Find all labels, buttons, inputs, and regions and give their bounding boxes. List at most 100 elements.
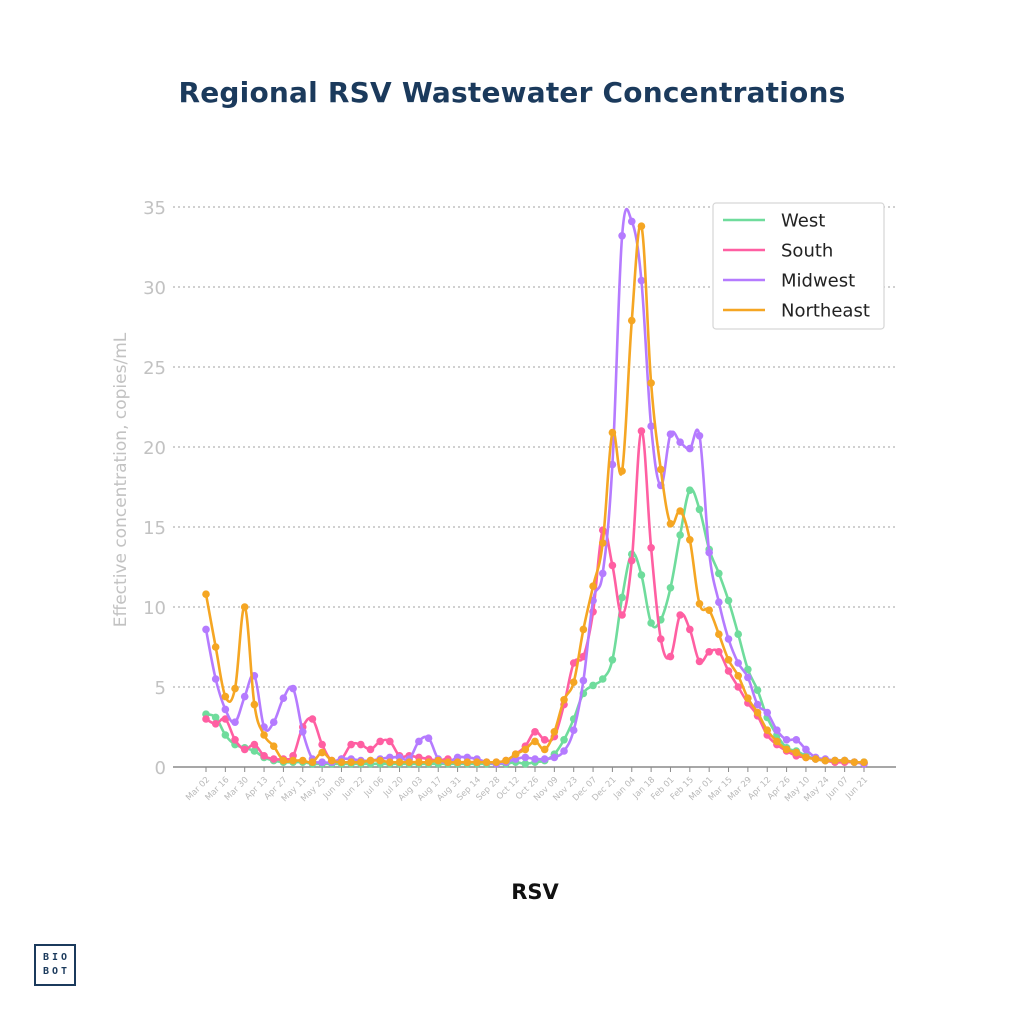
data-point-south	[531, 728, 539, 736]
data-point-northeast	[463, 758, 472, 766]
chart-subtitle: RSV	[511, 880, 559, 904]
y-axis: 0 5 10 15 20 25 30 35	[143, 198, 166, 779]
data-point-northeast	[395, 758, 404, 766]
data-point-northeast	[831, 756, 839, 765]
y-tick-label: 35	[143, 198, 166, 219]
data-point-midwest	[724, 635, 733, 643]
data-point-northeast	[250, 700, 259, 709]
legend-label-midwest: Midwest	[781, 271, 855, 292]
data-point-west	[715, 569, 723, 578]
data-point-northeast	[434, 756, 443, 765]
data-point-northeast	[656, 465, 665, 474]
data-point-midwest	[531, 755, 539, 763]
legend-label-west: West	[781, 211, 825, 232]
data-point-midwest	[240, 692, 249, 701]
data-point-northeast	[453, 758, 462, 766]
data-point-northeast	[318, 748, 326, 757]
data-point-northeast	[260, 731, 268, 739]
data-point-midwest	[279, 694, 288, 702]
data-point-midwest	[773, 726, 781, 734]
data-point-northeast	[579, 625, 588, 634]
y-tick-label: 5	[155, 678, 166, 699]
data-point-northeast	[521, 745, 530, 754]
data-point-northeast	[811, 755, 820, 763]
data-point-west	[695, 505, 704, 514]
series-lines	[202, 207, 868, 768]
y-tick-label: 15	[143, 518, 166, 539]
data-point-midwest	[802, 745, 810, 754]
data-point-midwest	[753, 700, 762, 709]
data-point-northeast	[618, 467, 626, 475]
data-point-northeast	[734, 672, 743, 680]
y-tick-label: 10	[143, 598, 166, 619]
data-point-west	[637, 571, 646, 579]
data-point-northeast	[773, 737, 781, 746]
y-tick-label: 30	[143, 278, 166, 299]
data-point-midwest	[734, 659, 743, 667]
series-line-south	[205, 429, 865, 766]
data-point-midwest	[202, 625, 210, 634]
data-point-midwest	[569, 726, 578, 734]
data-point-northeast	[511, 750, 520, 758]
data-point-west	[598, 675, 607, 683]
chart-title: Regional RSV Wastewater Concentrations	[178, 76, 846, 109]
data-point-northeast	[850, 758, 859, 766]
data-point-northeast	[569, 678, 578, 686]
data-point-midwest	[695, 432, 704, 440]
data-point-midwest	[231, 718, 239, 726]
legend: West South Midwest Northeast	[712, 202, 885, 330]
data-point-south	[608, 561, 617, 570]
data-point-south	[376, 737, 384, 746]
y-tick-label: 0	[155, 758, 166, 779]
data-point-midwest	[598, 569, 607, 578]
data-point-west	[521, 760, 530, 768]
data-point-midwest	[289, 684, 297, 693]
data-point-midwest	[676, 438, 684, 447]
data-point-northeast	[327, 756, 336, 765]
data-point-south	[540, 736, 549, 744]
data-point-northeast	[405, 758, 414, 766]
data-point-south	[211, 720, 220, 728]
data-point-south	[734, 683, 743, 691]
series-northeast	[202, 222, 868, 766]
data-point-midwest	[521, 753, 530, 762]
data-point-midwest	[618, 232, 626, 240]
data-point-northeast	[386, 758, 394, 766]
data-point-south	[637, 427, 646, 435]
data-point-northeast	[202, 590, 210, 598]
data-point-south	[686, 625, 694, 634]
y-axis-label: Effective concentration, copies/mL	[111, 332, 131, 627]
data-point-south	[386, 737, 394, 746]
data-point-west	[618, 593, 626, 602]
data-point-west	[589, 681, 597, 690]
data-point-west	[250, 747, 259, 755]
data-point-northeast	[298, 756, 307, 765]
data-point-south	[627, 556, 636, 565]
data-point-west	[753, 686, 762, 694]
data-point-northeast	[473, 758, 481, 766]
data-point-south	[202, 715, 210, 723]
data-point-northeast	[676, 507, 684, 515]
data-point-midwest	[579, 676, 588, 685]
data-point-west	[221, 731, 230, 739]
data-point-northeast	[502, 756, 510, 765]
data-point-northeast	[337, 758, 346, 766]
data-point-south	[347, 740, 355, 749]
data-point-northeast	[444, 758, 452, 766]
data-point-south	[695, 657, 704, 666]
data-point-south	[318, 740, 326, 749]
data-point-northeast	[347, 758, 355, 766]
data-point-midwest	[744, 673, 752, 682]
data-point-south	[231, 736, 239, 744]
data-point-northeast	[231, 684, 239, 693]
data-point-midwest	[540, 755, 549, 763]
data-point-midwest	[647, 422, 655, 431]
data-point-west	[734, 630, 743, 638]
data-point-south	[676, 611, 684, 619]
data-point-northeast	[753, 708, 762, 717]
data-point-northeast	[221, 692, 230, 701]
data-point-midwest	[666, 430, 675, 439]
data-point-midwest	[763, 708, 772, 717]
data-point-south	[357, 740, 365, 749]
